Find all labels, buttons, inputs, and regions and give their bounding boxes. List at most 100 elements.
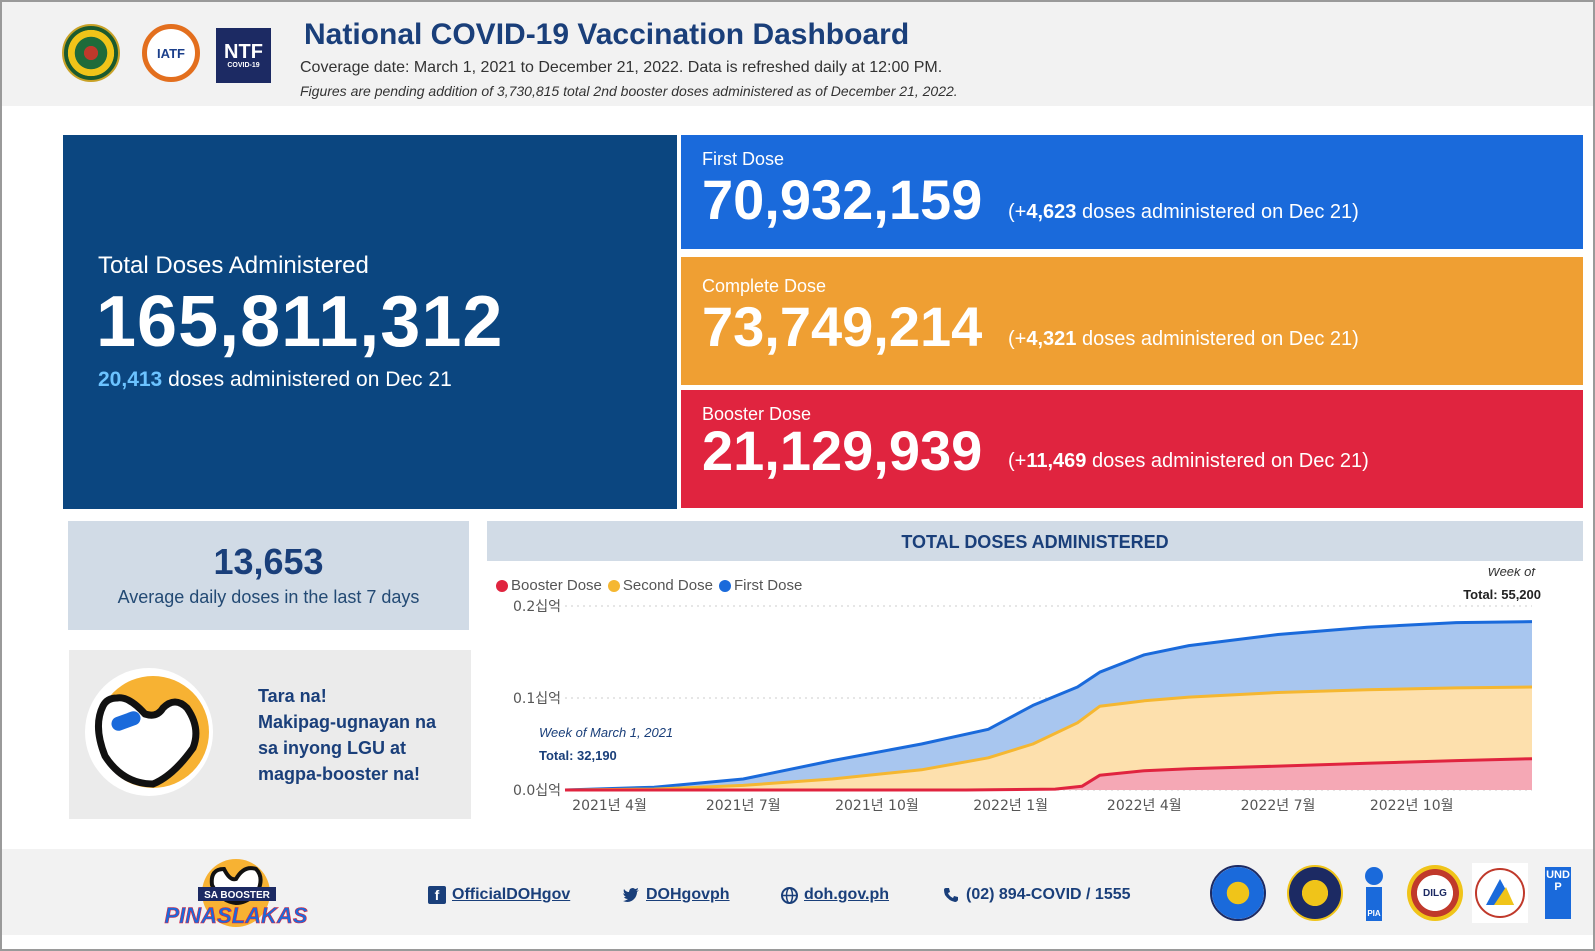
page-title: National COVID-19 Vaccination Dashboard <box>304 18 910 51</box>
complete-dose-label: Complete Dose <box>702 276 827 296</box>
pcoo-seal <box>1210 865 1266 921</box>
promo-line-3: sa inyong LGU at <box>258 738 407 758</box>
total-doses-value: 165,811,312 <box>96 282 504 362</box>
total-doses-label: Total Doses Administered <box>98 252 369 279</box>
booster-dose-delta: (+11,469 doses administered on Dec 21) <box>1008 450 1369 473</box>
complete-dose-value: 73,749,214 <box>702 295 983 358</box>
y-tick-label: 0.0십억 <box>513 783 561 799</box>
booster-promo-card: Tara na! Makipag-ugnayan na sa inyong LG… <box>69 650 471 819</box>
presidential-seal <box>1287 865 1343 921</box>
x-tick-label: 2021년 7월 <box>706 798 781 814</box>
ntf-logo-text: NTF <box>224 41 263 63</box>
legend-item-booster[interactable]: Booster Dose <box>496 577 602 594</box>
complete-dose-card: Complete Dose 73,749,214 (+4,321 doses a… <box>681 257 1583 385</box>
booster-dose-value: 21,129,939 <box>702 419 983 482</box>
complete-dose-delta-open: (+ <box>1008 328 1027 350</box>
twitter-link-text: DOHgovph <box>646 886 730 903</box>
annotation-start-total: Total: 32,190 <box>539 748 617 763</box>
pia-logo: PIA <box>1362 867 1386 923</box>
x-tick-label: 2022년 7월 <box>1241 798 1316 814</box>
ntf-logo: NTF COVID-19 <box>216 28 271 83</box>
chart-legend: Booster Dose Second Dose First Dose <box>496 577 802 594</box>
legend-label-second: Second Dose <box>622 577 713 594</box>
hotline-info: (02) 894-COVID / 1555 <box>942 886 1131 904</box>
promo-text: Tara na! Makipag-ugnayan na sa inyong LG… <box>258 683 436 787</box>
agency-logo-art <box>1475 868 1525 918</box>
total-daily-text: doses administered on Dec 21 <box>168 368 452 391</box>
phone-icon <box>942 886 960 904</box>
legend-dot-first <box>718 579 731 592</box>
annotation-start-title: Week of March 1, 2021 <box>539 725 673 740</box>
pending-note: Figures are pending addition of 3,730,81… <box>300 83 958 99</box>
average-daily-card: 13,653 Average daily doses in the last 7… <box>68 521 469 630</box>
promo-line-4: magpa-booster na! <box>258 764 421 784</box>
legend-label-booster: Booster Dose <box>511 577 602 594</box>
x-tick-label: 2022년 10월 <box>1370 798 1454 814</box>
booster-dose-delta-open: (+ <box>1008 450 1027 472</box>
line-second <box>564 685 1533 792</box>
total-daily-doses: 20,413 doses administered on Dec 21 <box>98 368 452 392</box>
x-tick-label: 2022년 4월 <box>1107 798 1182 814</box>
booster-dose-card: Booster Dose 21,129,939 (+11,469 doses a… <box>681 390 1583 508</box>
y-tick-label: 0.2십억 <box>513 599 561 615</box>
total-doses-chart[interactable]: 0.0십억 0.1십억 0.2십억 2021년 4월 2021년 7월 2021년 10월… <box>487 568 1583 840</box>
total-daily-value: 20,413 <box>98 368 163 391</box>
legend-dot-second <box>607 579 620 592</box>
first-dose-delta-open: (+ <box>1008 201 1027 223</box>
first-dose-card: First Dose 70,932,159 (+4,623 doses admi… <box>681 135 1583 249</box>
hotline-text: (02) 894-COVID / 1555 <box>966 886 1131 903</box>
x-tick-label: 2021년 4월 <box>572 798 647 814</box>
iatf-logo-text: IATF <box>157 45 185 61</box>
first-dose-label: First Dose <box>702 149 785 169</box>
booster-dose-label: Booster Dose <box>702 404 812 424</box>
complete-dose-delta-value: 4,321 <box>1026 328 1077 350</box>
booster-dose-delta-text: doses administered on Dec 21) <box>1091 450 1369 472</box>
promo-line-1: Tara na! <box>258 686 327 706</box>
complete-dose-delta-text: doses administered on Dec 21) <box>1081 328 1359 350</box>
website-link-text: doh.gov.ph <box>804 886 890 903</box>
first-dose-value: 70,932,159 <box>702 168 983 231</box>
first-dose-delta-value: 4,623 <box>1026 201 1077 223</box>
x-tick-label: 2021년 10월 <box>835 798 919 814</box>
first-dose-delta: (+4,623 doses administered on Dec 21) <box>1008 201 1359 224</box>
twitter-link[interactable]: DOHgovph <box>622 886 730 904</box>
legend-item-second[interactable]: Second Dose <box>607 577 713 594</box>
annotation-end-total: Total: 55,200 <box>1463 587 1541 602</box>
header: IATF NTF COVID-19 National COVID-19 Vacc… <box>2 2 1593 106</box>
legend-dot-booster <box>496 579 508 592</box>
undp-logo: UNDP <box>1545 867 1571 919</box>
facebook-link-text: OfficialDOHgov <box>452 886 571 903</box>
booster-logo-main-text: PINASLAKAS <box>164 903 307 928</box>
booster-dose-delta-value: 11,469 <box>1026 450 1087 472</box>
total-doses-card: Total Doses Administered 165,811,312 20,… <box>63 135 677 509</box>
dilg-seal: DILG <box>1407 865 1463 921</box>
pia-logo-text: PIA <box>1366 887 1382 921</box>
complete-dose-delta: (+4,321 doses administered on Dec 21) <box>1008 328 1359 351</box>
facebook-link[interactable]: f OfficialDOHgov <box>428 886 570 904</box>
twitter-icon <box>622 886 640 904</box>
legend-item-first[interactable]: First Dose <box>718 577 803 594</box>
promo-line-2: Makipag-ugnayan na <box>258 712 437 732</box>
pia-logo-head <box>1365 867 1383 885</box>
y-tick-label: 0.1십억 <box>513 691 561 707</box>
agency-logo <box>1472 863 1528 923</box>
line-first <box>564 620 1533 792</box>
coverage-text: Coverage date: March 1, 2021 to December… <box>300 59 943 76</box>
pinaslakas-logo: SA BOOSTER PINASLAKAS <box>164 859 308 928</box>
booster-logo-top-text: SA BOOSTER <box>204 890 271 901</box>
legend-label-first: First Dose <box>733 577 803 594</box>
doh-seal-logo <box>62 24 120 82</box>
footer: SA BOOSTER PINASLAKAS f OfficialDOHgov D… <box>2 849 1593 935</box>
average-daily-label: Average daily doses in the last 7 days <box>117 587 420 607</box>
ntf-logo-subtext: COVID-19 <box>227 62 260 69</box>
flexed-arm-icon <box>85 668 213 796</box>
globe-icon <box>780 886 798 904</box>
line-booster <box>565 757 1533 792</box>
first-dose-delta-text: doses administered on Dec 21) <box>1081 201 1359 223</box>
iatf-logo: IATF <box>142 24 200 82</box>
facebook-icon: f <box>428 886 446 904</box>
website-link[interactable]: doh.gov.ph <box>780 886 889 904</box>
chart-title: TOTAL DOSES ADMINISTERED <box>487 521 1583 561</box>
average-daily-value: 13,653 <box>213 541 324 582</box>
